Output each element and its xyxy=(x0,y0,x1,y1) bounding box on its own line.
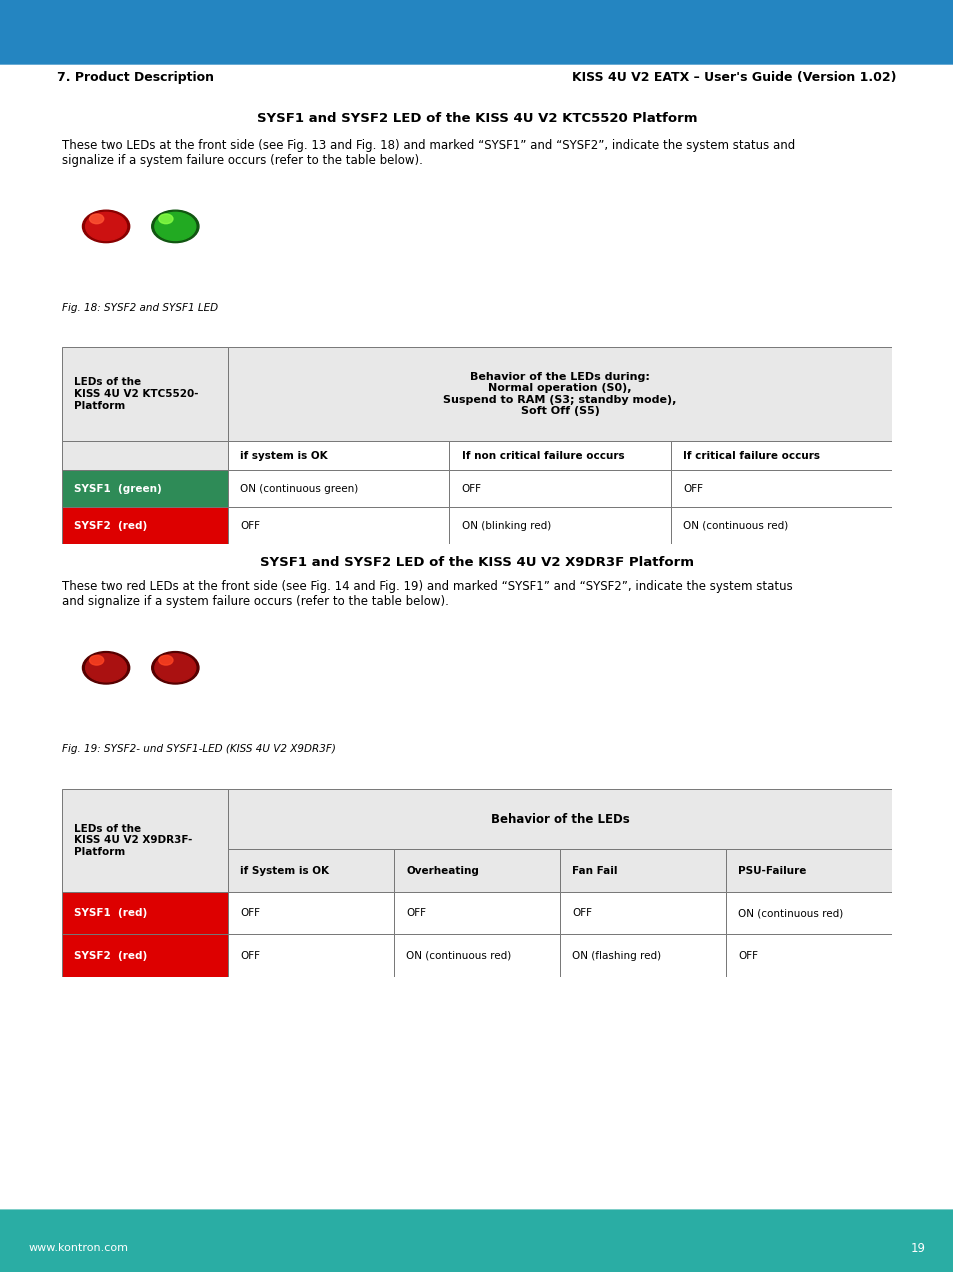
Text: ON (continuous green): ON (continuous green) xyxy=(240,483,358,494)
Text: SYSF2: SYSF2 xyxy=(91,712,122,721)
Text: OFF: OFF xyxy=(240,908,260,918)
Text: OFF: OFF xyxy=(572,908,592,918)
Circle shape xyxy=(154,654,195,682)
Text: These two LEDs at the front side (see Fig. 13 and Fig. 18) and marked “SYSF1” an: These two LEDs at the front side (see Fi… xyxy=(62,139,795,167)
Bar xyxy=(62,441,228,471)
Text: If non critical failure occurs: If non critical failure occurs xyxy=(461,450,624,460)
Text: SYSF1  (red): SYSF1 (red) xyxy=(74,908,148,918)
Text: 19: 19 xyxy=(909,1241,924,1255)
Circle shape xyxy=(86,212,127,240)
Text: SYSF1  (green): SYSF1 (green) xyxy=(74,483,162,494)
FancyBboxPatch shape xyxy=(0,0,953,65)
Text: ON (blinking red): ON (blinking red) xyxy=(461,522,551,530)
Bar xyxy=(62,935,228,977)
Text: Behavior of the LEDs: Behavior of the LEDs xyxy=(490,813,629,826)
Text: 7. Product Description: 7. Product Description xyxy=(57,71,214,84)
Bar xyxy=(228,347,891,441)
Text: Fan Fail: Fan Fail xyxy=(572,866,618,875)
Text: ON (continuous red): ON (continuous red) xyxy=(682,522,787,530)
Circle shape xyxy=(90,655,104,665)
Bar xyxy=(228,471,449,508)
Text: OFF: OFF xyxy=(240,950,260,960)
Bar xyxy=(725,892,891,935)
Text: SYSF1: SYSF1 xyxy=(159,271,191,280)
Circle shape xyxy=(90,214,104,224)
Bar xyxy=(725,850,891,892)
Text: If critical failure occurs: If critical failure occurs xyxy=(682,450,820,460)
Text: OFF: OFF xyxy=(682,483,702,494)
Text: OFF: OFF xyxy=(738,950,758,960)
Bar xyxy=(62,347,228,441)
Bar xyxy=(228,508,449,544)
Bar xyxy=(62,471,228,508)
Text: SYSF2: SYSF2 xyxy=(91,271,122,280)
Text: ON (continuous red): ON (continuous red) xyxy=(738,908,842,918)
Text: ON (continuous red): ON (continuous red) xyxy=(406,950,511,960)
Text: SYSF1 and SYSF2 LED of the KISS 4U V2 KTC5520 Platform: SYSF1 and SYSF2 LED of the KISS 4U V2 KT… xyxy=(256,112,697,125)
Text: if System is OK: if System is OK xyxy=(240,866,329,875)
Circle shape xyxy=(154,212,195,240)
Circle shape xyxy=(158,655,172,665)
Circle shape xyxy=(158,214,172,224)
Bar xyxy=(62,789,228,892)
Bar xyxy=(228,789,891,850)
Bar xyxy=(394,892,559,935)
Text: KISS 4U V2 EATX – User's Guide (Version 1.02): KISS 4U V2 EATX – User's Guide (Version … xyxy=(572,71,896,84)
Bar xyxy=(559,850,725,892)
Text: PSU-Failure: PSU-Failure xyxy=(738,866,806,875)
Circle shape xyxy=(82,651,130,684)
Text: if system is OK: if system is OK xyxy=(240,450,328,460)
Bar xyxy=(449,508,670,544)
Bar xyxy=(228,850,394,892)
Bar xyxy=(394,850,559,892)
Circle shape xyxy=(82,210,130,243)
Text: Behavior of the LEDs during:
Normal operation (S0),
Suspend to RAM (S3; standby : Behavior of the LEDs during: Normal oper… xyxy=(443,371,676,416)
FancyBboxPatch shape xyxy=(0,1210,953,1272)
Bar xyxy=(228,892,394,935)
Bar xyxy=(228,441,449,471)
Text: OFF: OFF xyxy=(240,522,260,530)
Text: OFF: OFF xyxy=(406,908,426,918)
Bar xyxy=(449,471,670,508)
Text: SYSF1 and SYSF2 LED of the KISS 4U V2 X9DR3F Platform: SYSF1 and SYSF2 LED of the KISS 4U V2 X9… xyxy=(260,556,693,569)
Text: SYSF2  (red): SYSF2 (red) xyxy=(74,950,148,960)
Circle shape xyxy=(86,654,127,682)
Bar xyxy=(62,892,228,935)
Bar xyxy=(449,441,670,471)
Bar xyxy=(670,441,891,471)
Bar xyxy=(559,892,725,935)
Bar xyxy=(394,935,559,977)
Text: Overheating: Overheating xyxy=(406,866,478,875)
Bar xyxy=(725,935,891,977)
Bar xyxy=(670,471,891,508)
Text: Fig. 19: SYSF2- und SYSF1-LED (KISS 4U V2 X9DR3F): Fig. 19: SYSF2- und SYSF1-LED (KISS 4U V… xyxy=(62,744,335,754)
Bar xyxy=(228,935,394,977)
Text: These two red LEDs at the front side (see Fig. 14 and Fig. 19) and marked “SYSF1: These two red LEDs at the front side (se… xyxy=(62,580,792,608)
Text: LEDs of the
KISS 4U V2 KTC5520-
Platform: LEDs of the KISS 4U V2 KTC5520- Platform xyxy=(74,378,199,411)
Circle shape xyxy=(152,210,199,243)
Text: LEDs of the
KISS 4U V2 X9DR3F-
Platform: LEDs of the KISS 4U V2 X9DR3F- Platform xyxy=(74,824,193,857)
Circle shape xyxy=(152,651,199,684)
Bar xyxy=(62,508,228,544)
Text: www.kontron.com: www.kontron.com xyxy=(29,1244,129,1253)
Text: OFF: OFF xyxy=(461,483,481,494)
Text: Fig. 18: SYSF2 and SYSF1 LED: Fig. 18: SYSF2 and SYSF1 LED xyxy=(62,303,218,313)
Bar xyxy=(670,508,891,544)
Text: SYSF1: SYSF1 xyxy=(159,712,191,721)
Text: SYSF2  (red): SYSF2 (red) xyxy=(74,522,148,530)
Text: ON (flashing red): ON (flashing red) xyxy=(572,950,660,960)
Bar xyxy=(559,935,725,977)
